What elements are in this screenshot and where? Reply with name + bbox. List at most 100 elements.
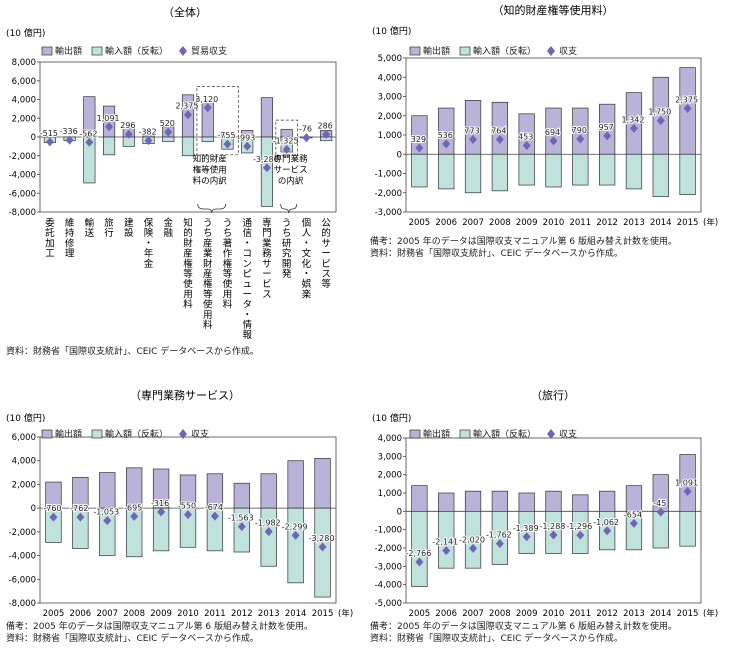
prof-ytick-label: 6,000 [12,433,36,443]
prof-import-bar [99,507,116,556]
travel-export-bar [545,490,562,512]
overall-category-label: うち研究開発 [282,218,292,280]
travel-year-label: 2015 [677,609,699,619]
ip-balance-point [415,143,424,153]
ip-import-bar [652,153,669,197]
ip-balance-point [549,136,558,146]
ip-panel: （知的財産権等使用料） (10 億円) 5,000 4,000 3,000 2,000 1,… [368,0,737,259]
travel-year-label: 2013 [623,609,645,619]
prof-data-label: -1,563 [228,514,254,523]
prof-year-label: 2013 [258,609,280,619]
travel-ytick-label: 2,000 [378,471,402,481]
overall-panel: （全体） (10 億円) 8,000 6,000 4,000 2,000 0 -2,000 -4… [0,0,368,357]
ip-data-label: 329 [411,135,426,144]
prof-year-suffix: (年) [338,608,353,619]
prof-import-bar [287,507,304,584]
overall-category-label: 保険・年金 [144,217,154,270]
overall-data-label: -336 [60,127,78,136]
travel-data-label: -1,296 [566,522,592,531]
travel-data-label: -1,389 [513,524,539,533]
overall-ytick-label: -2,000 [9,152,36,162]
overall-balance-point [105,122,114,132]
overall-balance-point [85,137,94,147]
travel-data-label: -2,020 [459,535,485,544]
overall-import-bar [162,136,175,143]
overall-import-bar [181,136,195,157]
legend-balance-marker [179,429,187,439]
legend: 輸出額 輸入額（反転） 収支 [409,45,577,57]
prof-data-label: -316 [151,499,169,508]
overall-ytick-label: -4,000 [9,171,36,181]
overall-ytick-label: 6,000 [12,77,36,87]
overall-data-label: -1,325 [273,136,299,145]
legend-label-2: 貿易収支 [191,45,227,57]
travel-balance-point [415,557,424,567]
prof-panel: （専門業務サービス） (10 億円) 6,000 4,000 2,000 0 -2,000 -… [0,383,368,644]
ip-year-label: 2015 [677,218,699,228]
overall-ytick-label: -8,000 [9,208,36,218]
ip-year-label: 2005 [409,218,431,228]
travel-balance-point [522,532,531,542]
legend-label-1: 輸入額（反転） [105,45,168,57]
ip-data-label: 453 [518,133,533,142]
travel-export-bar [599,490,616,512]
ip-import-bar [491,153,508,192]
overall-data-label: -755 [217,131,235,140]
overall-balance-point [243,141,252,151]
ip-ytick-label: -1,000 [375,170,402,180]
legend-label-1: 輸入額（反転） [473,45,536,57]
overall-category-label: 建設 [124,217,134,239]
ip-year-label: 2010 [543,218,565,228]
overall-ytick-label: -6,000 [9,189,36,199]
ip-year-label: 2007 [462,218,484,228]
prof-data-label: -760 [43,504,61,513]
travel-export-bar [438,492,455,512]
travel-balance-point [469,543,478,553]
legend-export-swatch [41,46,53,56]
ip-import-bar [545,153,562,188]
overall-balance-point [65,135,74,145]
prof-import-bar [179,507,197,548]
ip-import-bar [679,153,696,196]
legend-label-2: 収支 [559,428,577,440]
travel-data-label: -654 [624,510,642,519]
prof-balance-point [49,512,58,522]
travel-ytick-label: 0 [397,507,402,517]
legend-import-swatch [91,46,103,56]
prof-title: （専門業務サービス） [130,388,240,402]
prof-data-label: -3,280 [309,534,335,543]
prof-ytick-label: 0 [31,504,36,514]
prof-export-bar [126,467,143,509]
ip-data-label: 773 [464,126,479,135]
travel-ytick-label: -4,000 [375,581,402,591]
ip-breakdown-note: 知的財産権等使用料の内訳 [193,153,228,186]
prof-import-bar [260,507,277,567]
overall-balance-point [302,133,311,143]
travel-year-label: 2005 [409,609,431,619]
travel-year-label: 2006 [435,609,457,619]
travel-unit: (10 億円) [372,412,411,424]
ip-data-label: 764 [491,127,506,136]
breakdown-callouts: 知的財産権等使用料の内訳 専門業務サービスの内訳 [193,86,308,214]
prof-export-bar [233,482,250,509]
ip-ytick-label: 2,000 [378,112,402,122]
travel-import-bar [625,510,643,551]
travel-title: （旅行） [531,388,575,402]
ip-ytick-label: -3,000 [375,208,402,218]
legend-label-1: 輸入額（反転） [105,428,168,440]
travel-import-bar [652,510,669,549]
prof-import-bar [314,507,331,598]
prof-ytick-label: 4,000 [12,457,36,467]
overall-category-label: 公的サービス等 [321,218,331,290]
travel-ytick-label: 4,000 [378,434,402,444]
prof-ytick-label: -6,000 [9,575,36,585]
travel-year-label: 2010 [543,609,565,619]
travel-year-suffix: (年) [703,608,718,619]
legend-import-swatch [91,429,103,439]
prof-import-bar [126,507,143,558]
travel-plot-frame [405,437,702,604]
legend-label-2: 収支 [559,45,577,57]
prof-balance-point [157,507,166,517]
prof-year-label: 2009 [150,609,172,619]
legend-label-2: 収支 [191,428,209,440]
